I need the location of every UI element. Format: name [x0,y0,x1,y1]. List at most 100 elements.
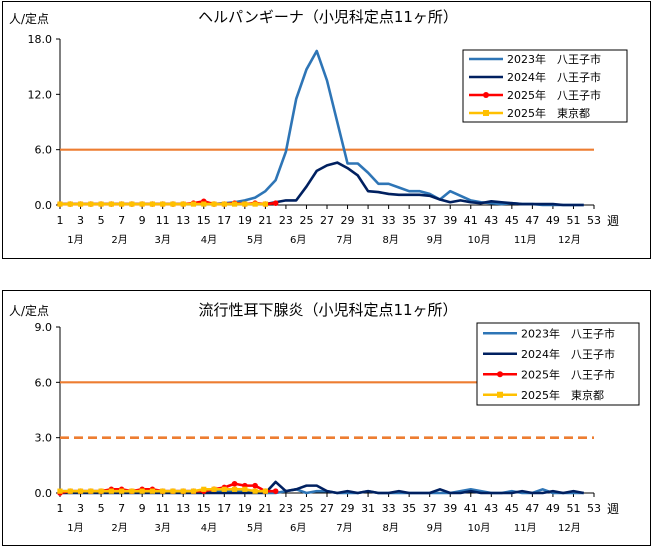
legend-label: 2024年 八王子市 [507,70,601,84]
chart-herpangina: ヘルパンギーナ（小児科定点11ヶ所）人/定点0.06.012.018.01 3 5 7… [9,8,628,246]
y-tick-label: 0.0 [35,487,53,500]
data-point [160,488,166,494]
x-tick-label: 25 [299,214,313,227]
month-label: 1月 [67,234,83,246]
month-label: 12月 [558,522,581,534]
month-label: 9月 [427,522,443,534]
x-tick-label: 31 [361,214,375,227]
data-point [190,201,197,207]
month-label: 7月 [336,234,352,246]
y-axis-label: 人/定点 [9,11,49,26]
x-tick-label: 37 [423,214,437,227]
chart-mumps: 流行性耳下腺炎（小児科定点11ヶ所）人/定点0.03.06.09.01 3 5 7 9 1… [9,301,640,534]
x-tick-label: 43 [484,502,498,515]
y-tick-label: 12.0 [28,88,53,101]
data-point [180,201,186,207]
data-point [129,488,135,494]
x-tick-label: 5 [98,502,105,515]
x-tick-label: 1 [57,214,64,227]
month-label: 5月 [247,234,263,246]
data-point [262,201,268,207]
month-label: 3月 [155,234,171,246]
x-tick-label: 27 [320,214,334,227]
data-point [108,201,114,207]
y-tick-label: 9.0 [35,321,53,334]
legend-marker [497,371,503,378]
x-tick-label: 7 [118,502,125,515]
series-1 [60,480,584,495]
month-label: 12月 [558,234,581,246]
data-point [231,486,238,492]
data-point [211,486,217,492]
month-label: 2月 [111,522,127,534]
data-point [139,201,145,207]
data-point [180,488,186,494]
data-point [149,488,156,494]
x-tick-label: 1 [57,502,64,515]
data-point [139,488,145,494]
legend-marker [483,110,489,116]
x-tick-label: 25 [299,502,313,515]
data-point [67,201,73,207]
y-tick-label: 0.0 [35,199,53,212]
month-label: 7月 [336,522,352,534]
month-label: 2月 [111,234,127,246]
data-point [77,201,84,207]
month-label: 11月 [514,234,537,246]
legend-marker [483,92,489,98]
x-tick-label: 39 [443,214,457,227]
data-point [231,201,238,207]
month-label: 8月 [382,234,398,246]
data-point [201,201,207,207]
x-tick-label: 39 [443,502,457,515]
month-label: 6月 [290,522,306,534]
x-tick-label: 27 [320,502,334,515]
x-tick-label: 31 [361,502,375,515]
data-point [272,200,279,206]
data-point [108,488,114,494]
legend: 2023年 八王子市 2024年 八王子市 2025年 八王子市 2025年 東京都 [462,49,628,123]
x-tick-label: 33 [382,502,396,515]
y-tick-label: 3.0 [35,432,53,445]
legend-box [462,49,628,123]
x-tick-label: 35 [402,502,416,515]
data-point [160,201,166,207]
x-tick-label: 13 [176,502,190,515]
x-tick-label: 37 [423,502,437,515]
legend: 2023年 八王子市 2024年 八王子市 2025年 八王子市 2025年 東京都 [476,322,640,406]
data-point [88,488,94,494]
data-point [57,201,63,207]
series-3 [57,201,268,207]
x-tick-label: 49 [546,502,560,515]
month-label: 3月 [155,522,171,534]
data-point [98,201,104,207]
x-tick-label: 19 [238,214,252,227]
x-tick-label: 13 [176,214,190,227]
chart-title: 流行性耳下腺炎（小児科定点11ヶ所） [198,301,457,319]
x-tick-label: 41 [464,214,478,227]
data-point [211,201,217,207]
data-point [77,488,84,494]
series-line [60,480,584,495]
data-point [67,488,73,494]
series-3 [57,486,268,494]
series-1 [60,161,584,207]
data-point [57,488,63,494]
x-tick-label: 53 [587,214,601,227]
x-tick-label: 35 [402,214,416,227]
data-point [129,201,135,207]
data-point [119,488,125,494]
data-point [262,488,268,494]
legend-label: 2025年 八王子市 [507,88,601,102]
x-axis-label: 週 [607,214,619,228]
legend-label: 2025年 東京都 [507,106,590,120]
x-tick-label: 53 [587,502,601,515]
x-tick-label: 49 [546,214,560,227]
data-point [242,486,248,492]
legend-label: 2023年 八王子市 [521,326,615,340]
data-point [98,488,104,494]
data-point [88,201,94,207]
x-tick-label: 11 [156,502,170,515]
chart-panel-herpangina: ヘルパンギーナ（小児科定点11ヶ所） 人/定点 0.0 6.0 12.0 18.0 1 3 5 7… [2,1,651,259]
x-tick-label: 47 [525,502,539,515]
